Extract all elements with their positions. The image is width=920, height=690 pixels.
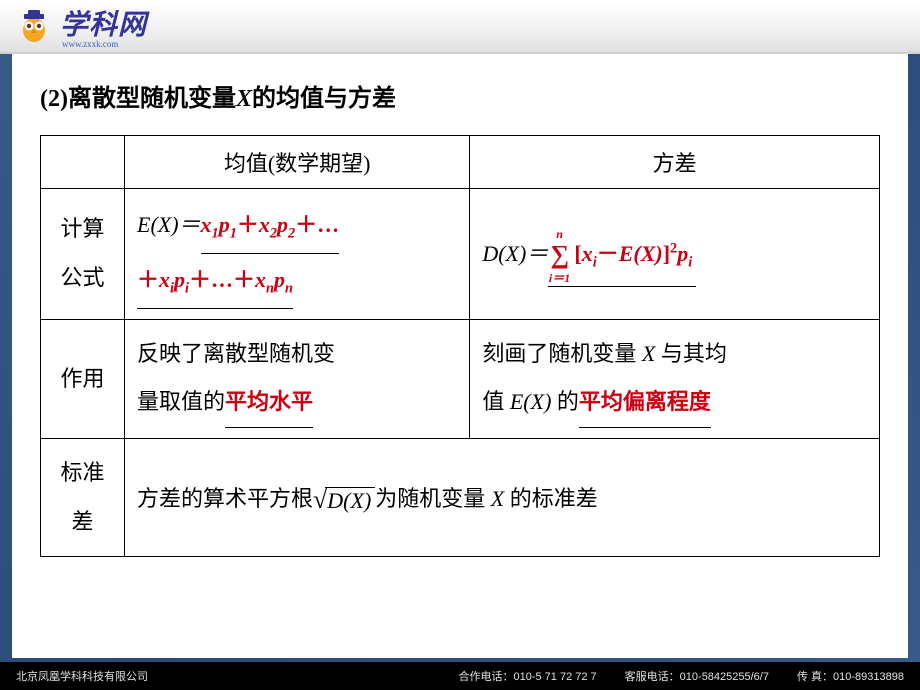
- effect1-l1: 反映了离散型随机变: [137, 341, 335, 366]
- footer-service-phone: 客服电话：010-58425255/6/7: [625, 668, 769, 684]
- corner-cell: [41, 136, 125, 189]
- sigma-icon: n ∑ i＝1: [550, 230, 569, 283]
- ex-line1: x1p1＋x2p2＋…: [201, 199, 340, 254]
- logo: 学科网 www.zxxk.com: [14, 3, 147, 49]
- title-post: 的均值与方差: [252, 86, 396, 112]
- cell-ex-formula: E(X)＝x1p1＋x2p2＋… ＋xipi＋…＋xnpn: [125, 189, 470, 320]
- cell-stddev: 方差的算术平方根√D(X)为随机变量 X 的标准差: [125, 439, 880, 557]
- title-prefix: (2): [40, 86, 68, 112]
- title-var: X: [236, 86, 252, 112]
- ex-line2: ＋xipi＋…＋xnpn: [137, 254, 293, 309]
- cell-effect-variance: 刻画了随机变量 X 与其均 值 E(X) 的平均偏离程度: [470, 319, 880, 439]
- col-header-variance: 方差: [470, 136, 880, 189]
- stddev-x: X: [491, 486, 504, 511]
- effect2-x: X: [642, 341, 655, 366]
- stddev-pre: 方差的算术平方根: [137, 486, 313, 511]
- row-label-formula: 计算公式: [41, 189, 125, 320]
- effect1-red: 平均水平: [225, 378, 313, 428]
- header-bar: 学科网 www.zxxk.com: [0, 0, 920, 54]
- cell-effect-mean: 反映了离散型随机变 量取值的平均水平: [125, 319, 470, 439]
- effect1-l2pre: 量取值的: [137, 389, 225, 414]
- owl-logo-icon: [14, 6, 54, 46]
- dx-prefix: D(X)＝: [482, 241, 548, 266]
- stddev-end: 的标准差: [504, 486, 598, 511]
- effect2-l1pre: 刻画了随机变量: [482, 341, 642, 366]
- ex-prefix: E(X)＝: [137, 212, 201, 237]
- dx-expression: [xi－E(X)]2pi: [574, 241, 692, 266]
- cell-dx-formula: D(X)＝ n ∑ i＝1 [xi－E(X)]2pi: [470, 189, 880, 320]
- footer-coop-phone: 合作电话：010-5 71 72 72 7: [458, 668, 596, 684]
- row-label-effect: 作用: [41, 319, 125, 439]
- effect2-l2mid: 的: [551, 389, 579, 414]
- dx-body: n ∑ i＝1 [xi－E(X)]2pi: [548, 220, 696, 287]
- slide-content: (2)离散型随机变量X的均值与方差 均值(数学期望) 方差 计算公式 E(X)＝…: [12, 54, 908, 658]
- effect2-red: 平均偏离程度: [579, 378, 711, 428]
- logo-text: 学科网: [60, 3, 147, 43]
- col-header-mean: 均值(数学期望): [125, 136, 470, 189]
- effect2-l1post: 与其均: [655, 341, 727, 366]
- definition-table: 均值(数学期望) 方差 计算公式 E(X)＝x1p1＋x2p2＋… ＋xipi＋…: [40, 135, 880, 557]
- section-title: (2)离散型随机变量X的均值与方差: [40, 78, 880, 113]
- footer-company: 北京凤凰学科科技有限公司: [16, 668, 148, 684]
- stddev-post: 为随机变量: [375, 486, 491, 511]
- sqrt-icon: √D(X): [313, 487, 375, 514]
- row-label-stddev: 标准差: [41, 439, 125, 557]
- footer-bar: 北京凤凰学科科技有限公司 合作电话：010-5 71 72 72 7 客服电话：…: [0, 662, 920, 690]
- sqrt-body: D(X): [325, 487, 375, 514]
- title-pre: 离散型随机变量: [68, 86, 236, 112]
- effect2-l2pre: 值: [482, 389, 510, 414]
- footer-fax: 传 真：010-89313898: [797, 668, 904, 684]
- effect2-ex: E(X): [510, 389, 552, 414]
